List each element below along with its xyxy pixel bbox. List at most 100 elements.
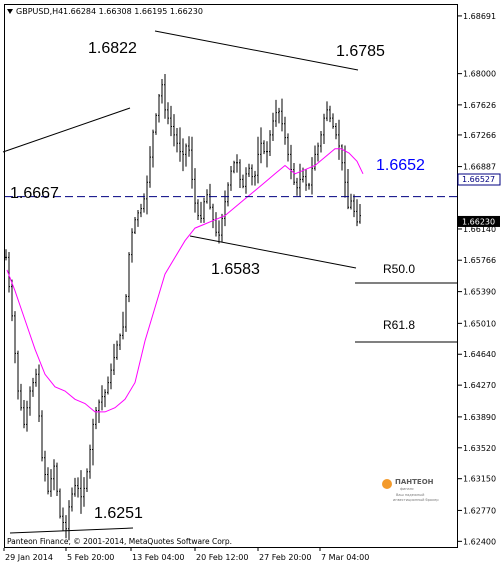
price-bar — [188, 136, 190, 157]
price-bar — [341, 144, 343, 171]
price-bar — [83, 477, 85, 507]
price-bar — [281, 98, 283, 132]
price-bar — [305, 169, 307, 191]
y-tick-label: 1.66140 — [463, 225, 496, 234]
price-bar — [287, 133, 289, 162]
price-bar — [248, 163, 250, 178]
price-bar — [98, 399, 100, 423]
price-bar — [356, 199, 358, 227]
price-bar — [149, 146, 151, 188]
price-bar — [284, 116, 286, 145]
price-bar — [296, 177, 298, 196]
channel-top-line — [154, 30, 359, 71]
channel-bottom-line — [189, 235, 357, 269]
price-bar — [47, 467, 49, 495]
price-bar — [299, 163, 301, 197]
price-bar — [194, 168, 196, 213]
price-bar — [116, 340, 118, 360]
ohlc-values: 1.66284 1.66308 1.66195 1.66230 — [63, 7, 203, 16]
price-bar — [119, 333, 121, 351]
price-bar — [29, 386, 31, 416]
price-bar — [239, 159, 241, 188]
annotation-fib50: R50.0 — [383, 262, 415, 276]
y-tick-label: 1.67626 — [463, 101, 496, 110]
price-bar — [50, 469, 52, 497]
price-bar — [227, 182, 229, 207]
price-bar — [5, 249, 7, 261]
price-bar — [128, 252, 130, 303]
y-tick-label: 1.68691 — [463, 12, 496, 21]
y-tick-label: 1.62400 — [463, 537, 496, 546]
price-bar — [146, 175, 148, 215]
price-bar — [20, 383, 22, 411]
y-tick-label: 1.63890 — [463, 413, 496, 422]
price-bar — [314, 145, 316, 171]
price-bar — [62, 507, 64, 532]
y-tick-label: 1.67266 — [463, 131, 496, 140]
price-bar — [308, 182, 310, 190]
dropdown-triangle-icon[interactable] — [7, 9, 13, 14]
price-bar — [335, 122, 337, 140]
price-bar — [272, 112, 274, 141]
price-bar — [185, 143, 187, 167]
price-bar — [158, 93, 160, 123]
price-bar — [326, 101, 328, 122]
y-tick-label: 1.63150 — [463, 475, 496, 484]
price-bar — [197, 199, 199, 220]
price-bar — [347, 168, 349, 210]
price-axis: 1.68691 1.68000 1.67626 1.67266 1.66887 1.661… — [458, 12, 496, 546]
price-bar — [59, 488, 61, 519]
price-bar — [344, 145, 346, 198]
price-bar — [155, 113, 157, 135]
y-tick-label: 1.63520 — [463, 444, 496, 453]
price-bar — [125, 294, 127, 332]
price-bar — [278, 107, 280, 124]
price-bar — [221, 213, 223, 243]
price-bar — [8, 252, 10, 293]
logo-tagline1: Ваш надежный — [396, 493, 424, 497]
price-bar — [134, 216, 136, 234]
annotation-level-left: 1.6667 — [10, 185, 59, 202]
price-bar — [170, 105, 172, 137]
price-bar — [260, 127, 262, 164]
y-tick-label: 1.62770 — [463, 506, 496, 515]
price-bar — [269, 130, 271, 157]
price-bar — [359, 203, 361, 224]
price-bar — [44, 450, 46, 482]
price-bar — [293, 162, 295, 186]
price-bar — [182, 138, 184, 172]
price-bar — [311, 157, 313, 195]
price-bar — [266, 141, 268, 168]
annotation-low: 1.6251 — [94, 505, 143, 522]
price-bar — [56, 462, 58, 496]
price-bar — [257, 136, 259, 184]
y-tick-label: 1.68000 — [463, 70, 496, 79]
annotation-high2: 1.6785 — [336, 43, 385, 60]
price-bar — [80, 470, 82, 514]
price-bar — [26, 400, 28, 432]
price-bar — [233, 160, 235, 174]
x-tick-label: 5 Feb 20:00 — [67, 553, 114, 562]
price-bar — [254, 170, 256, 186]
annotation-high: 1.6822 — [88, 40, 137, 57]
price-bar — [131, 228, 133, 263]
annotation-fib618: R61.8 — [383, 318, 415, 332]
price-bar — [332, 113, 334, 129]
price-bar — [11, 279, 13, 322]
x-tick-label: 7 Mar 04:00 — [321, 553, 369, 562]
level-price-marker: 1.66527 — [457, 173, 501, 186]
price-bar — [218, 220, 220, 244]
bottom-trendline — [9, 527, 134, 534]
price-bar — [89, 444, 91, 479]
price-bar — [107, 376, 109, 395]
price-bar — [191, 136, 193, 189]
time-axis: 29 Jan 2014 5 Feb 20:00 13 Feb 04:00 20 Feb… — [3, 548, 369, 562]
price-bar — [242, 174, 244, 189]
price-bar — [179, 127, 181, 162]
price-bar — [92, 418, 94, 466]
price-bar — [77, 477, 79, 498]
price-bar — [176, 127, 178, 153]
copyright-footer: Panteon Finance, © 2001-2014, MetaQuotes… — [7, 537, 232, 546]
x-tick-label: 29 Jan 2014 — [5, 553, 53, 562]
